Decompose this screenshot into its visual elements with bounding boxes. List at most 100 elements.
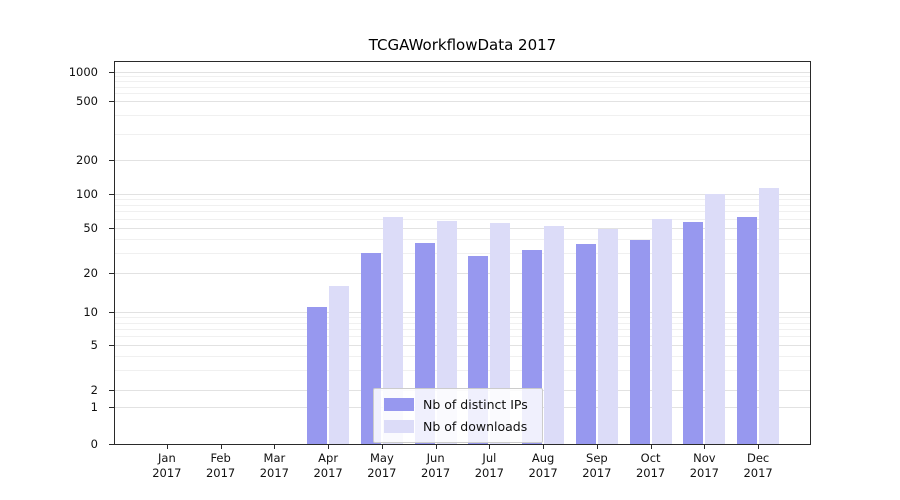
x-tick-mark <box>758 445 760 449</box>
y-tick-mark <box>109 194 114 195</box>
x-tick-month: Nov <box>693 451 716 465</box>
bar-nb-of-distinct-ips <box>575 244 596 444</box>
x-tick-label: May 2017 <box>367 451 396 481</box>
gridline-major <box>115 101 810 102</box>
x-tick-label: Jan 2017 <box>152 451 181 481</box>
y-tick-mark <box>109 72 114 73</box>
gridline-major <box>115 194 810 195</box>
gridline-major <box>115 160 810 161</box>
x-tick-year: 2017 <box>367 466 397 480</box>
x-tick-month: Oct <box>640 451 661 465</box>
x-tick-label: Oct 2017 <box>636 451 665 481</box>
chart-title: TCGAWorkflowData 2017 <box>368 36 557 54</box>
y-tick-label: 500 <box>76 94 98 108</box>
bar-nb-of-distinct-ips <box>629 240 650 444</box>
y-tick-mark <box>109 312 114 313</box>
y-tick-mark <box>109 444 114 445</box>
gridline-major <box>115 228 810 229</box>
x-tick-mark <box>489 445 491 449</box>
x-tick-label: Apr 2017 <box>313 451 342 481</box>
legend-item: Nb of distinct IPs <box>384 397 528 412</box>
x-tick-label: Aug 2017 <box>528 451 557 481</box>
y-tick-label: 10 <box>83 305 98 319</box>
y-tick-mark <box>109 390 114 391</box>
x-tick-year: 2017 <box>635 466 666 480</box>
gridline-minor <box>115 76 810 78</box>
x-tick-year: 2017 <box>259 466 290 480</box>
y-tick-mark <box>109 407 114 408</box>
bar-nb-of-downloads <box>759 188 780 444</box>
bar-nb-of-downloads <box>544 226 565 444</box>
gridline-minor <box>115 115 810 117</box>
x-tick-label: Sep 2017 <box>582 451 611 481</box>
x-tick-month: Mar <box>263 451 286 465</box>
y-tick-label: 2 <box>90 383 98 397</box>
bar-nb-of-downloads <box>651 219 672 444</box>
x-tick-year: 2017 <box>420 466 451 480</box>
bar-nb-of-downloads <box>705 194 726 444</box>
y-tick-label: 0 <box>90 437 98 451</box>
legend-label: Nb of downloads <box>423 419 528 434</box>
gridline-major <box>115 273 810 274</box>
y-tick-label: 1 <box>90 400 98 414</box>
x-tick-year: 2017 <box>582 466 612 480</box>
x-tick-month: Sep <box>586 451 608 465</box>
y-axis: 0 1 2 5 10 20 50 100 200 500 1000 <box>0 61 110 451</box>
x-tick-month: Jul <box>482 451 497 465</box>
gridline-minor <box>115 317 810 319</box>
x-tick-year: 2017 <box>152 466 182 480</box>
x-tick-month: Dec <box>746 451 770 465</box>
x-tick-month: Jun <box>426 451 445 465</box>
x-tick-month: Aug <box>531 451 555 465</box>
bar-nb-of-downloads <box>329 285 350 444</box>
y-tick-mark <box>109 273 114 274</box>
y-tick-label: 50 <box>83 221 98 235</box>
gridline-minor <box>115 336 810 338</box>
gridline-major <box>115 72 810 73</box>
x-tick-month: May <box>369 451 394 465</box>
y-tick-label: 5 <box>90 338 98 352</box>
x-tick-label: Nov 2017 <box>690 451 719 481</box>
bar-nb-of-downloads <box>597 229 618 444</box>
y-tick-label: 100 <box>76 187 98 201</box>
y-tick-mark <box>109 345 114 346</box>
x-tick-month: Feb <box>210 451 231 465</box>
x-tick-year: 2017 <box>528 466 558 480</box>
x-tick-label: Mar 2017 <box>260 451 289 481</box>
gridline-major <box>115 345 810 346</box>
gridline-minor <box>115 204 810 206</box>
x-tick-mark <box>166 445 168 449</box>
bar-nb-of-distinct-ips <box>307 306 328 444</box>
x-tick-year: 2017 <box>313 466 343 480</box>
x-tick-mark <box>328 445 330 449</box>
x-tick-month: Jan <box>158 451 176 465</box>
gridline-minor <box>115 370 810 372</box>
legend-swatch-distinct-ips <box>384 398 414 411</box>
x-tick-year: 2017 <box>689 466 720 480</box>
x-tick-label: Jul 2017 <box>475 451 504 481</box>
gridline-minor <box>115 81 810 83</box>
x-tick-mark <box>274 445 276 449</box>
x-tick-label: Jun 2017 <box>421 451 450 481</box>
gridline-major <box>115 312 810 313</box>
x-tick-mark <box>381 445 383 449</box>
y-tick-mark <box>109 228 114 229</box>
x-tick-mark <box>650 445 652 449</box>
x-tick-mark <box>220 445 222 449</box>
x-tick-mark <box>704 445 706 449</box>
gridline-minor <box>115 199 810 201</box>
legend: Nb of distinct IPs Nb of downloads <box>373 388 543 443</box>
plot-area: Nb of distinct IPs Nb of downloads <box>114 61 811 445</box>
bar-nb-of-downloads <box>382 217 403 444</box>
gridline-minor <box>115 93 810 95</box>
bar-nb-of-distinct-ips <box>683 221 704 444</box>
x-tick-year: 2017 <box>743 466 773 480</box>
legend-item: Nb of downloads <box>384 419 528 434</box>
gridline-minor <box>115 211 810 213</box>
x-tick-mark <box>543 445 545 449</box>
x-tick-mark <box>435 445 437 449</box>
gridline-minor <box>115 86 810 88</box>
x-tick-month: Apr <box>318 451 339 465</box>
y-tick-mark <box>109 160 114 161</box>
gridline-minor <box>115 253 810 255</box>
